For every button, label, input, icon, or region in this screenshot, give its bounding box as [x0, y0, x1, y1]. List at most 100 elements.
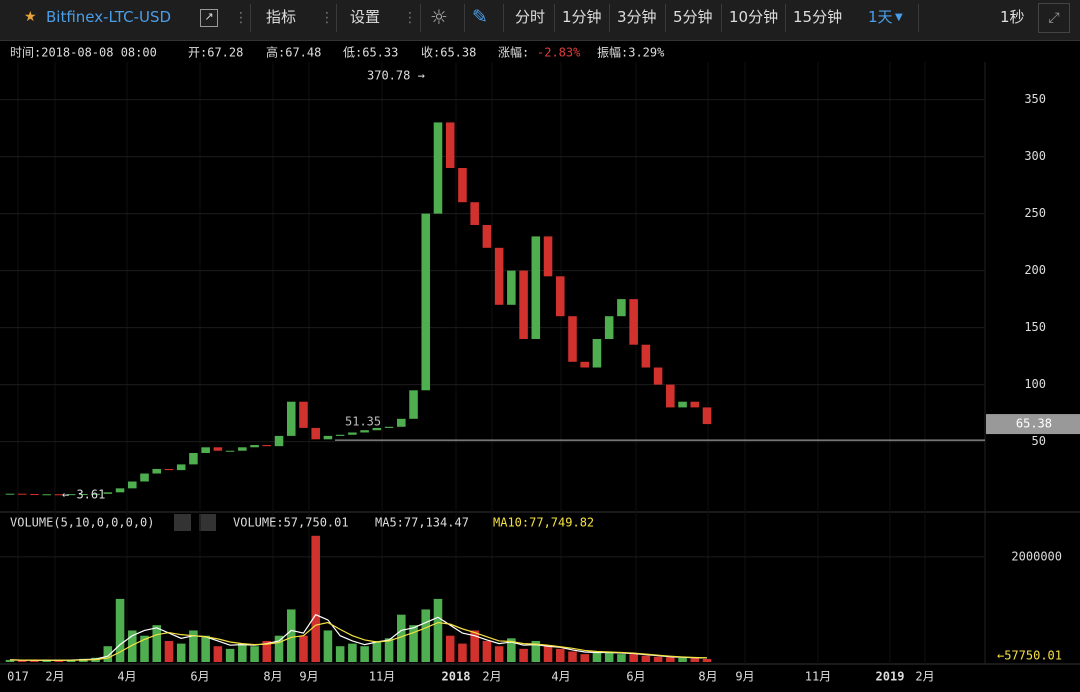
y-tick-label: 100 [1024, 377, 1046, 391]
active-interval[interactable]: 1天 [868, 8, 893, 26]
candle [494, 247, 504, 305]
x-tick-label: 017 [7, 670, 29, 684]
candle [189, 453, 198, 465]
separator [918, 4, 919, 32]
volume-bar [458, 643, 467, 662]
ma-line [9, 621, 708, 661]
volume-bar [507, 638, 516, 662]
info-change-label: 涨幅: [498, 45, 529, 60]
candle [17, 493, 27, 495]
x-tick-label: 2月 [915, 670, 934, 684]
x-tick-label: 4月 [117, 670, 136, 684]
volume-bar [17, 660, 27, 662]
volume-bar [519, 648, 528, 662]
candle [470, 202, 479, 226]
more-icon[interactable]: ⋮ [320, 10, 334, 26]
interval-button[interactable]: 10分钟 [729, 8, 779, 26]
volume-bar [482, 640, 492, 662]
candle [250, 445, 259, 448]
symbol[interactable]: Bitfinex-LTC-USD [46, 8, 172, 26]
volume-bar [42, 660, 51, 662]
interval-button[interactable]: 3分钟 [617, 8, 657, 26]
interval-button[interactable]: 分时 [515, 8, 546, 26]
theme-icon[interactable]: ☼ [430, 5, 448, 29]
candle [348, 432, 357, 435]
candle [54, 494, 64, 496]
separator [464, 4, 465, 32]
interval-button[interactable]: 5分钟 [673, 8, 713, 26]
candle [213, 447, 223, 451]
x-tick-label: 9月 [299, 670, 318, 684]
star-icon[interactable]: ★ [24, 9, 37, 25]
candle [519, 270, 528, 340]
info-time: 时间:2018-08-08 08:00 [10, 46, 157, 60]
separator [721, 4, 722, 32]
indicators-button[interactable]: 指标 [266, 8, 297, 26]
volume-bar [274, 635, 284, 662]
volume-bar [433, 598, 443, 662]
volume-bar [335, 646, 345, 662]
volume-bar [140, 635, 149, 662]
candle [568, 316, 577, 362]
candle [397, 418, 406, 427]
dropdown-icon[interactable]: ▼ [895, 12, 903, 23]
x-tick-label: 8月 [263, 670, 282, 684]
volume-bar [445, 635, 455, 662]
candle [286, 401, 296, 436]
draw-icon[interactable]: ✎ [472, 6, 488, 28]
volume-bar [189, 630, 198, 662]
popout-icon[interactable]: ↗ [200, 9, 218, 27]
candle [79, 494, 88, 496]
volume-legend: VOLUME(5,10,0,0,0,0) [10, 516, 155, 530]
candle [384, 426, 394, 428]
y-tick-label: 250 [1024, 206, 1046, 220]
volume-bar [250, 646, 259, 662]
volume-bar [409, 625, 418, 662]
candle [702, 407, 712, 425]
info-amplitude: 振幅:3.29% [597, 45, 665, 60]
volume-bar [213, 646, 223, 662]
volume-last-label: ←57750.01 [997, 649, 1062, 663]
close-icon[interactable] [199, 514, 216, 531]
volume-bar [372, 640, 382, 662]
candle [445, 122, 455, 169]
volume-bar [531, 640, 541, 662]
volume-bar [568, 651, 577, 662]
volume-legend: MA5:77,134.47 [375, 516, 469, 530]
candle [164, 468, 174, 471]
candle [42, 494, 51, 496]
candle [274, 435, 284, 447]
volume-bar [580, 654, 589, 662]
volume-bar [702, 658, 712, 662]
candle [66, 494, 76, 496]
settings-button[interactable]: 设置 [350, 8, 381, 26]
candle [421, 213, 431, 391]
candle [433, 122, 443, 214]
fullscreen-icon[interactable]: ⤢ [1038, 3, 1070, 33]
candle [152, 468, 162, 474]
x-tick-label: 2月 [45, 670, 64, 684]
volume-bar [311, 535, 320, 662]
volume-bar [176, 643, 186, 662]
candle [372, 427, 382, 431]
last-price-label: 65.38 [1016, 417, 1052, 431]
volume-bar [604, 651, 614, 662]
max-label: 370.78 → [367, 69, 425, 83]
chart-bg [0, 41, 1080, 692]
x-tick-label: 2月 [482, 670, 501, 684]
interval-button[interactable]: 15分钟 [793, 8, 843, 26]
x-tick-label: 9月 [735, 670, 754, 684]
candle [311, 427, 320, 440]
settings-icon[interactable] [174, 514, 191, 531]
more-icon[interactable]: ⋮ [403, 10, 417, 26]
refresh-rate[interactable]: 1秒 [1000, 8, 1025, 26]
candle [30, 494, 39, 496]
x-tick-label: 11月 [369, 670, 395, 684]
volume-bar [152, 625, 162, 662]
x-tick-label: 4月 [551, 670, 570, 684]
candle [678, 401, 687, 408]
interval-button[interactable]: 1分钟 [562, 8, 602, 26]
more-icon[interactable]: ⋮ [234, 10, 248, 26]
volume-bar [299, 635, 308, 662]
